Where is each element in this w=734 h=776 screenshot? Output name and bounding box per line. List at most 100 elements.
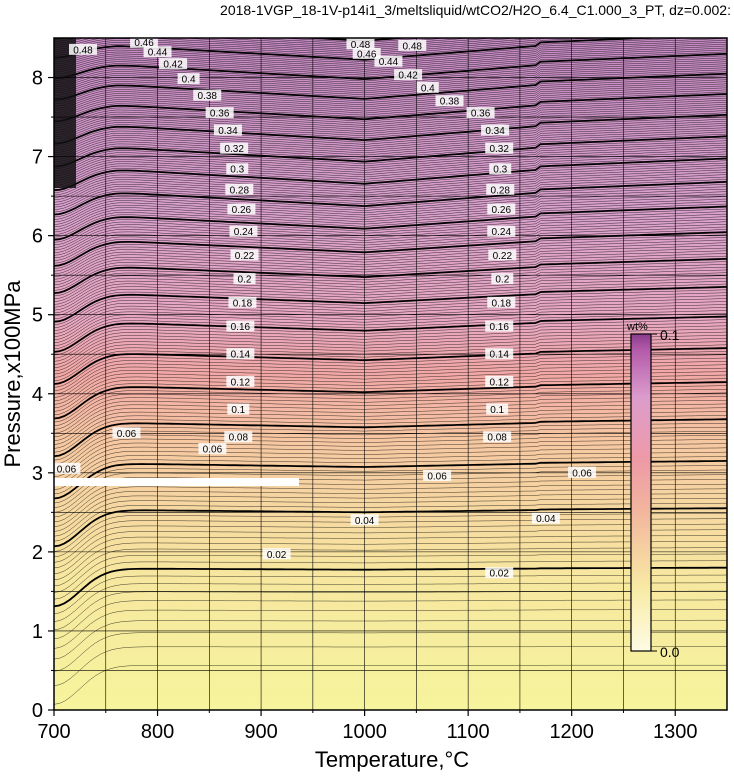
contour-label-bg <box>489 163 512 175</box>
minor-contour <box>54 269 727 305</box>
contour-label-bg <box>230 249 259 261</box>
minor-contour <box>54 81 727 109</box>
minor-contour <box>54 344 727 381</box>
contour-label: 0.48 <box>403 41 423 52</box>
contour-label-bg <box>346 38 375 50</box>
minor-contour <box>54 498 727 537</box>
colorbar-scale <box>630 333 652 652</box>
contour-label: 0.24 <box>492 227 512 238</box>
minor-contour <box>54 38 473 47</box>
minor-contour <box>54 513 727 552</box>
minor-contour <box>54 186 727 220</box>
minor-contour <box>54 213 727 248</box>
major-contour <box>54 460 727 500</box>
contour-label: 0.16 <box>489 322 509 333</box>
contour-label-bg <box>143 46 172 58</box>
minor-contour <box>54 77 727 105</box>
minor-contour <box>54 646 727 686</box>
minor-contour <box>54 541 727 581</box>
minor-contour <box>54 57 727 84</box>
contour-label-bg <box>486 403 509 415</box>
minor-contour <box>54 125 727 156</box>
minor-contour <box>54 229 727 264</box>
minor-contour <box>54 632 727 672</box>
contour-label: 0.36 <box>210 109 230 120</box>
contour-label: 0.02 <box>267 550 287 561</box>
y-tick-label: 2 <box>32 542 43 564</box>
minor-contour <box>54 149 727 181</box>
minor-contour <box>54 664 727 705</box>
contour-label-bg <box>198 443 227 455</box>
contour-label-bg <box>229 225 258 237</box>
contour-label: 0.12 <box>489 377 509 388</box>
minor-contour <box>54 443 727 482</box>
contour-label: 0.3 <box>493 165 507 176</box>
contour-label-bg <box>423 469 452 481</box>
minor-contour <box>54 435 727 473</box>
minor-contour <box>54 292 727 328</box>
grid-lines <box>54 38 727 710</box>
minor-contour <box>54 239 727 275</box>
contour-label: 0.46 <box>134 38 154 49</box>
minor-contour <box>54 301 727 337</box>
minor-contour <box>54 116 727 147</box>
contour-label-bg <box>485 567 514 579</box>
minor-contour <box>54 234 727 269</box>
minor-contour <box>54 411 727 449</box>
x-axis-label: Temperature,°C <box>315 747 469 772</box>
minor-contour <box>54 547 727 587</box>
minor-contour <box>54 108 727 138</box>
minor-contour <box>54 140 727 172</box>
minor-contour <box>54 144 727 177</box>
minor-contour <box>54 211 727 246</box>
contour-label-bg <box>485 142 514 154</box>
minor-contour <box>54 298 727 334</box>
minor-contour <box>54 196 727 230</box>
contour-label-bg <box>488 249 517 261</box>
minor-contour <box>54 167 727 201</box>
minor-contour <box>54 289 727 325</box>
contour-label-bg <box>466 107 495 119</box>
minor-contour <box>54 310 727 346</box>
minor-contour <box>54 334 727 372</box>
minor-contour <box>54 619 727 660</box>
minor-contour <box>54 201 727 235</box>
contour-label: 0.06 <box>572 468 592 479</box>
contour-label: 0.44 <box>148 48 168 59</box>
contour-label-bg <box>485 375 514 387</box>
contour-label: 0.18 <box>492 298 512 309</box>
contour-label-bg <box>54 462 81 474</box>
minor-contour <box>54 553 727 593</box>
y-tick-label: 4 <box>32 384 43 406</box>
minor-contour <box>54 129 727 160</box>
minor-contour <box>54 85 727 113</box>
minor-contour <box>54 483 727 523</box>
contour-label-bg <box>220 142 249 154</box>
minor-contour <box>54 253 727 288</box>
contour-label-bg <box>483 431 512 443</box>
minor-contour <box>54 451 727 490</box>
contour-label: 0.32 <box>489 144 509 155</box>
contour-label: 0.28 <box>491 185 511 196</box>
contour-label-bg <box>233 273 256 285</box>
minor-contour <box>54 338 727 375</box>
minor-contour <box>54 123 727 154</box>
minor-contour <box>54 165 727 198</box>
x-tick-label: 900 <box>244 721 277 743</box>
contour-label-bg <box>416 81 439 93</box>
minor-contour <box>54 147 727 179</box>
minor-contour <box>54 198 727 233</box>
minor-contour <box>54 120 727 151</box>
minor-contour <box>54 174 727 208</box>
minor-contour <box>54 255 727 291</box>
colorbar-min-label: 0.0 <box>660 644 680 660</box>
minor-contour <box>54 261 727 297</box>
contour-label: 0.16 <box>231 322 251 333</box>
contour-label: 0.14 <box>489 350 509 361</box>
contour-label: 0.32 <box>224 144 244 155</box>
minor-contour <box>54 131 727 163</box>
minor-contour <box>54 488 727 527</box>
minor-contour <box>54 374 727 412</box>
y-tick-label: 6 <box>32 226 43 248</box>
